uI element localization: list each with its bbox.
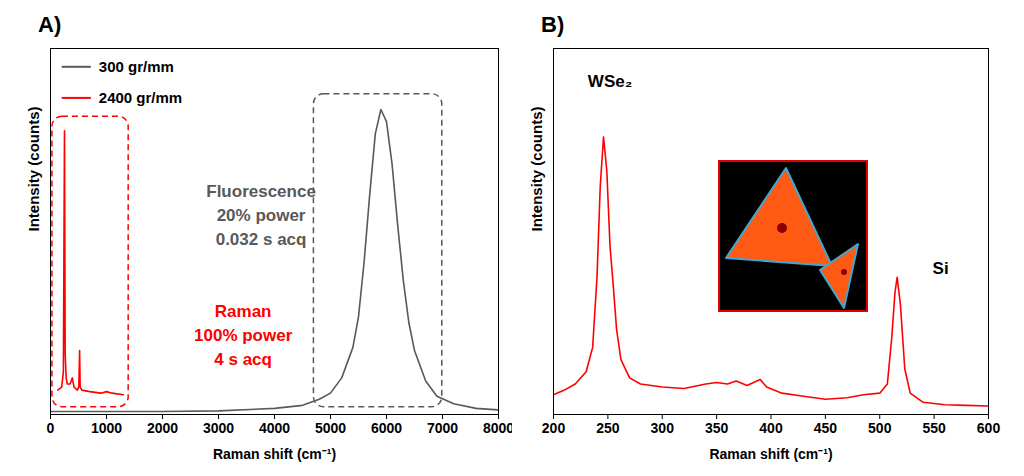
svg-text:Raman shift (cm⁻¹): Raman shift (cm⁻¹)	[709, 446, 832, 462]
svg-text:Intensity (counts): Intensity (counts)	[528, 106, 545, 231]
svg-text:400: 400	[759, 420, 783, 436]
svg-text:0.032 s acq: 0.032 s acq	[216, 230, 307, 249]
svg-text:Fluorescence: Fluorescence	[206, 182, 316, 201]
svg-text:550: 550	[922, 420, 946, 436]
svg-text:600: 600	[977, 420, 1001, 436]
svg-text:200: 200	[542, 420, 566, 436]
svg-text:4000: 4000	[259, 420, 290, 436]
svg-text:100% power: 100% power	[194, 326, 293, 345]
svg-text:20% power: 20% power	[217, 206, 306, 225]
html-text:B): B)	[541, 12, 565, 37]
svg-text:2000: 2000	[147, 420, 178, 436]
svg-text:250: 250	[596, 420, 620, 436]
svg-text:Raman shift (cm⁻¹): Raman shift (cm⁻¹)	[213, 446, 336, 462]
svg-text:8000: 8000	[483, 420, 514, 436]
svg-text:300 gr/mm: 300 gr/mm	[99, 58, 174, 75]
svg-text:6000: 6000	[371, 420, 402, 436]
svg-text:500: 500	[868, 420, 892, 436]
svg-text:300: 300	[651, 420, 675, 436]
svg-text:Si: Si	[933, 259, 949, 278]
svg-text:2400 gr/mm: 2400 gr/mm	[99, 89, 182, 106]
svg-text:4 s acq: 4 s acq	[214, 350, 272, 369]
svg-text:7000: 7000	[427, 420, 458, 436]
svg-text:0: 0	[47, 420, 55, 436]
svg-text:1000: 1000	[91, 420, 122, 436]
svg-text:450: 450	[814, 420, 838, 436]
svg-text:3000: 3000	[203, 420, 234, 436]
svg-text:WSe₂: WSe₂	[588, 72, 632, 91]
svg-text:Intensity (counts): Intensity (counts)	[25, 106, 42, 231]
svg-text:350: 350	[705, 420, 729, 436]
html-text:A): A)	[38, 12, 62, 37]
svg-text:Raman: Raman	[215, 302, 272, 321]
svg-text:5000: 5000	[315, 420, 346, 436]
